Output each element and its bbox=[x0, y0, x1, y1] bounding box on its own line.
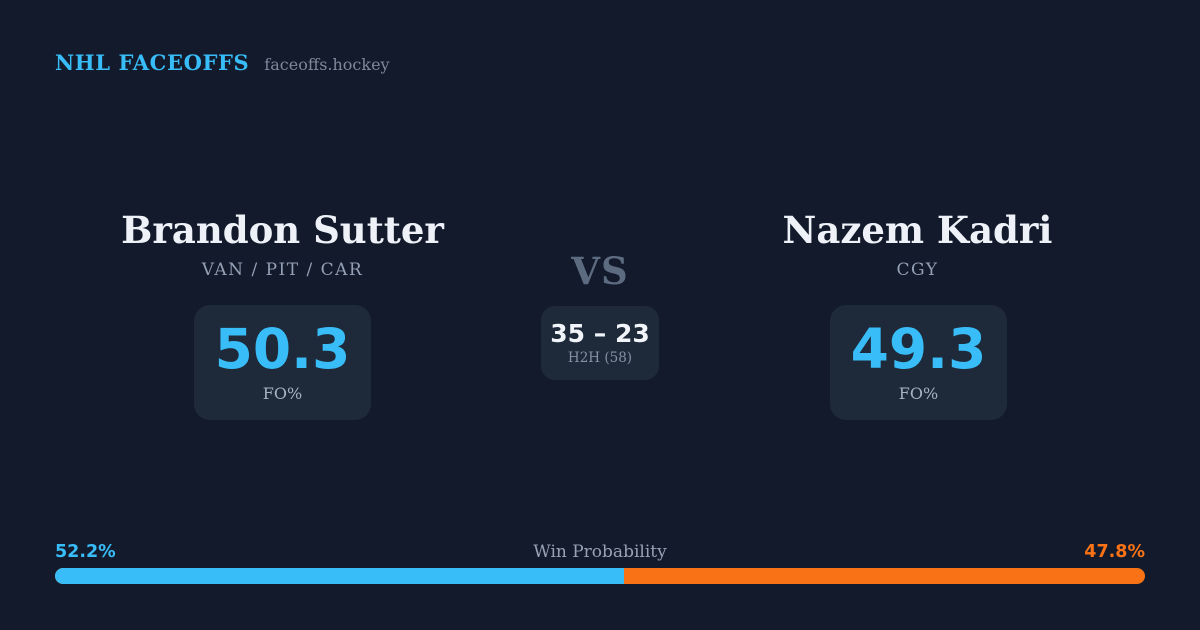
player2-block: Nazem Kadri CGY bbox=[730, 210, 1105, 280]
player2-teams: CGY bbox=[896, 259, 939, 280]
header: NHL FACEOFFS faceoffs.hockey bbox=[55, 50, 390, 75]
player1-block: Brandon Sutter VAN / PIT / CAR bbox=[95, 210, 470, 280]
site-url-text: faceoffs.hockey bbox=[264, 55, 390, 74]
h2h-card: 35 – 23 H2H (58) bbox=[541, 306, 659, 380]
player1-fo-card: 50.3 FO% bbox=[194, 305, 371, 420]
player2-name: Nazem Kadri bbox=[782, 208, 1053, 252]
player1-teams: VAN / PIT / CAR bbox=[201, 259, 364, 280]
win-probability-bar-left-fill bbox=[55, 568, 624, 584]
player2-fo-label: FO% bbox=[898, 384, 939, 403]
player1-fo-label: FO% bbox=[262, 384, 303, 403]
win-probability-title: Win Probability bbox=[533, 542, 667, 562]
h2h-score: 35 – 23 bbox=[550, 319, 650, 349]
brand-logo-text: NHL FACEOFFS bbox=[55, 50, 250, 75]
h2h-label: H2H (58) bbox=[567, 349, 633, 366]
win-probability-bar bbox=[55, 568, 1145, 584]
win-probability-left-pct: 52.2% bbox=[55, 542, 116, 562]
vs-label: VS bbox=[571, 249, 629, 293]
player1-fo-value: 50.3 bbox=[214, 317, 351, 381]
win-probability-right-pct: 47.8% bbox=[1084, 542, 1145, 562]
player2-fo-card: 49.3 FO% bbox=[830, 305, 1007, 420]
player2-fo-value: 49.3 bbox=[850, 317, 987, 381]
win-probability-row: 52.2% Win Probability 47.8% bbox=[55, 541, 1145, 563]
player1-name: Brandon Sutter bbox=[121, 208, 444, 252]
